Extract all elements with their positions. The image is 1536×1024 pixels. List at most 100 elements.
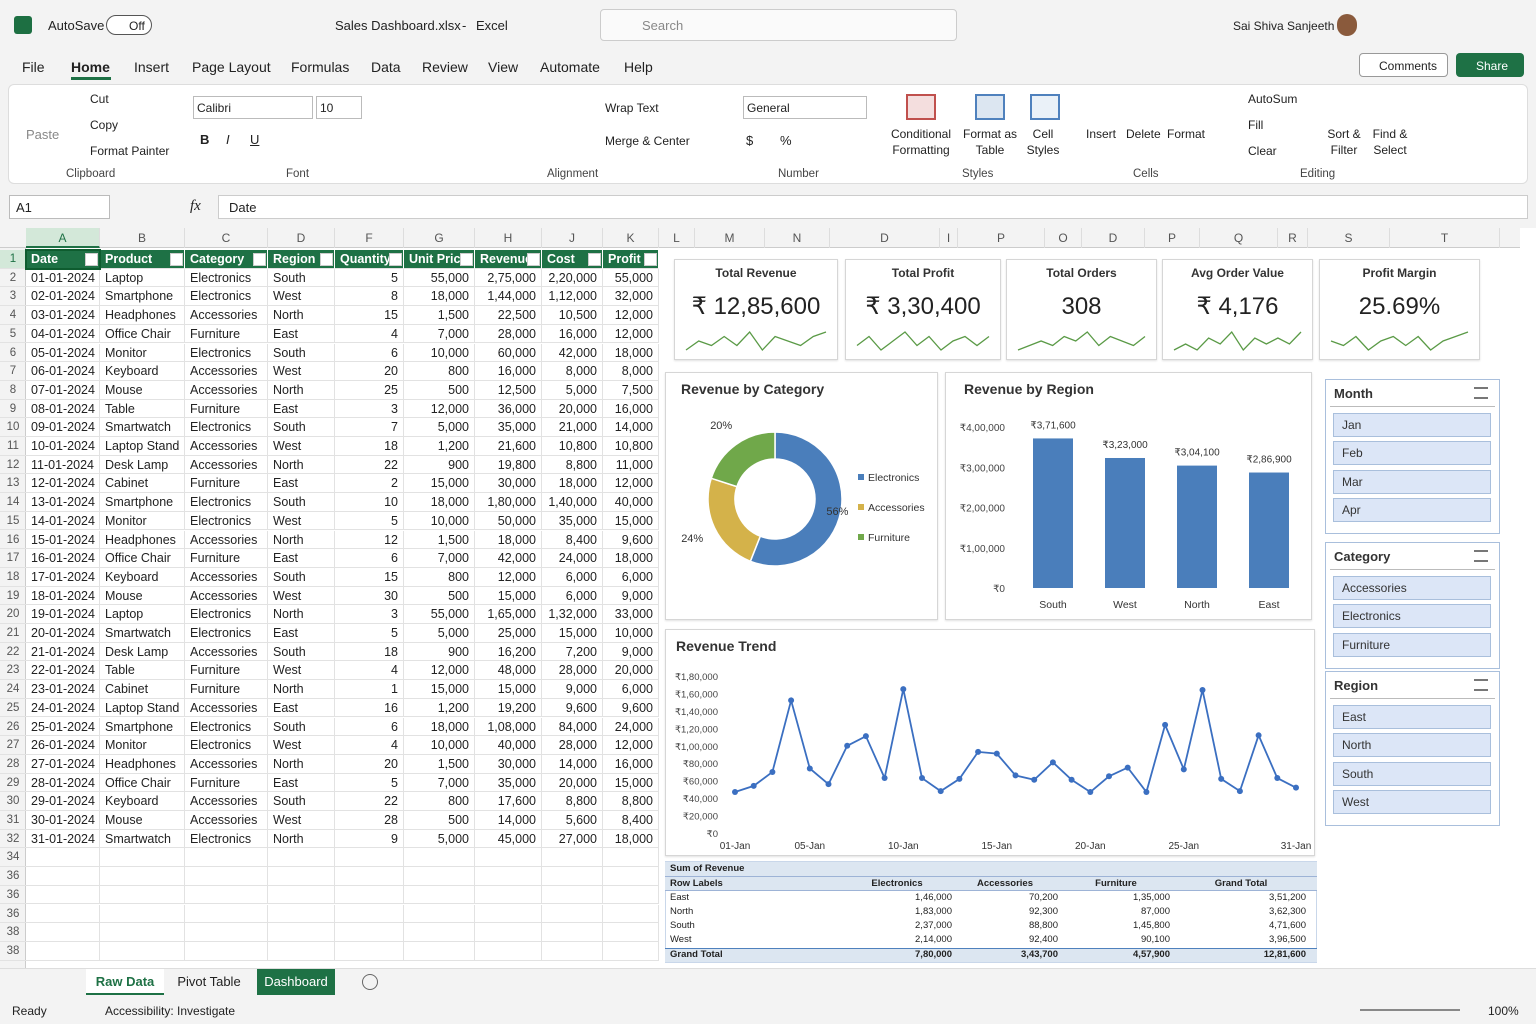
slicer-item[interactable]: Feb [1333, 441, 1491, 466]
menu-tab[interactable]: Formulas [291, 59, 350, 75]
table-header-cell[interactable]: Category [185, 250, 268, 269]
italic-button[interactable]: I [226, 132, 230, 147]
cell: 15 [335, 567, 404, 587]
row-header: 1 [0, 250, 26, 269]
merge-center-button[interactable]: Merge & Center [605, 134, 690, 148]
menu-tab[interactable]: View [488, 59, 519, 75]
delete-cells-button[interactable]: Delete [1126, 127, 1161, 141]
font-name-box[interactable] [193, 96, 313, 119]
table-header-cell[interactable]: Quantity [335, 250, 404, 269]
slicer-item[interactable]: North [1333, 733, 1491, 758]
table-header-cell[interactable]: Region [268, 250, 335, 269]
row-header: 17 [0, 549, 26, 568]
search-placeholder: Search [642, 18, 684, 33]
menu-tab[interactable]: Help [624, 59, 653, 75]
slicer-item[interactable]: South [1333, 761, 1491, 786]
format-as-table-button[interactable]: Format as Table [962, 127, 1017, 157]
autosum-button[interactable]: AutoSum [1248, 92, 1298, 106]
table-header-cell[interactable]: Product [100, 250, 185, 269]
autosave-toggle[interactable] [106, 15, 152, 35]
filter-button[interactable] [85, 253, 98, 266]
filter-button[interactable] [389, 253, 402, 266]
slicer-item[interactable]: Apr [1333, 497, 1491, 522]
name-box[interactable] [9, 195, 110, 219]
slicer-clear-filter[interactable] [1474, 679, 1488, 691]
cell: Furniture [185, 474, 268, 494]
formula-input[interactable] [218, 195, 1528, 219]
clear-button[interactable]: Clear [1248, 144, 1277, 158]
underline-button[interactable]: U [250, 132, 260, 147]
slicer-item[interactable]: Furniture [1333, 632, 1491, 657]
menu-tab[interactable]: Review [422, 59, 468, 75]
filter-button[interactable] [588, 253, 601, 266]
sort-filter-button[interactable]: Sort & Filter [1327, 127, 1361, 157]
slicer-item[interactable]: Electronics [1333, 604, 1491, 629]
paste-button[interactable]: Paste [26, 127, 60, 142]
menu-tab[interactable]: Insert [134, 59, 170, 75]
bold-button[interactable]: B [200, 132, 210, 147]
slicer-clear-filter[interactable] [1474, 550, 1488, 562]
table-header-cell[interactable]: Unit Price [404, 250, 475, 269]
sheet-tab[interactable]: Dashboard [257, 969, 335, 995]
cell: 12 [335, 530, 404, 550]
insert-cells-button[interactable]: Insert [1086, 127, 1117, 141]
find-select-button[interactable]: Find & Select [1372, 127, 1408, 157]
currency-button[interactable]: $ [746, 133, 754, 148]
share-button[interactable] [1456, 53, 1524, 77]
filter-button[interactable] [320, 253, 333, 266]
percent-button[interactable]: % [780, 133, 792, 148]
conditional-formatting-button[interactable]: Conditional Formatting [890, 127, 952, 157]
cell: East [268, 474, 335, 494]
cell: 20,000 [542, 399, 603, 419]
slicer-item[interactable]: Accessories [1333, 576, 1491, 600]
wrap-text-button[interactable]: Wrap Text [605, 101, 659, 115]
cell: 18,000 [475, 530, 542, 550]
menu-tab[interactable]: Automate [540, 59, 600, 75]
sheet-tab[interactable]: Pivot Table [177, 974, 241, 989]
cell: 8,800 [603, 792, 659, 811]
user-avatar[interactable] [1337, 14, 1357, 36]
row-header: 30 [0, 792, 26, 811]
format-painter-button[interactable]: Format Painter [90, 144, 170, 158]
cell [268, 941, 335, 961]
slicer-item[interactable]: Mar [1333, 469, 1491, 494]
cell: 15-01-2024 [26, 530, 100, 550]
slicer-clear-filter[interactable] [1474, 387, 1488, 399]
search-box[interactable] [600, 9, 957, 41]
copy-button[interactable]: Copy [90, 118, 119, 132]
slicer-item[interactable]: East [1333, 705, 1491, 729]
comments-button[interactable] [1359, 53, 1448, 77]
cell: 12,500 [475, 380, 542, 400]
cell-styles-button[interactable]: Cell Styles [1026, 127, 1060, 157]
sheet-tab[interactable]: Raw Data [86, 969, 164, 995]
row-header: 31 [0, 811, 26, 830]
cell [335, 941, 404, 961]
filter-button[interactable] [527, 253, 540, 266]
menu-tab[interactable]: Data [371, 59, 401, 75]
cell: South [268, 792, 335, 811]
column-header: S [1308, 228, 1390, 248]
fx-button[interactable]: fx [190, 198, 201, 214]
menu-tab[interactable]: File [22, 59, 45, 75]
table-header-cell[interactable]: Cost [542, 250, 603, 269]
table-header-cell[interactable]: Revenue [475, 250, 542, 269]
format-cells-button[interactable]: Format [1167, 127, 1206, 141]
comments-label: Comments [1379, 59, 1438, 73]
font-size-box[interactable] [316, 96, 362, 119]
slicer-item[interactable]: Jan [1333, 413, 1491, 437]
zoom-slider[interactable] [1360, 1009, 1460, 1011]
menu-tab[interactable]: Page Layout [192, 59, 271, 75]
cut-button[interactable]: Cut [90, 92, 109, 106]
slicer-item[interactable]: West [1333, 789, 1491, 814]
column-header: D [268, 228, 335, 248]
filter-button[interactable] [253, 253, 266, 266]
filter-button[interactable] [170, 253, 183, 266]
add-sheet-button[interactable] [362, 974, 378, 990]
filter-button[interactable] [644, 253, 657, 266]
filter-button[interactable] [460, 253, 473, 266]
accessibility-status[interactable]: Accessibility: Investigate [105, 1004, 236, 1018]
fill-button[interactable]: Fill [1248, 118, 1264, 132]
menu-tab[interactable]: Home [71, 59, 110, 75]
cell: 9,600 [603, 530, 659, 550]
number-format-box[interactable] [743, 96, 867, 119]
